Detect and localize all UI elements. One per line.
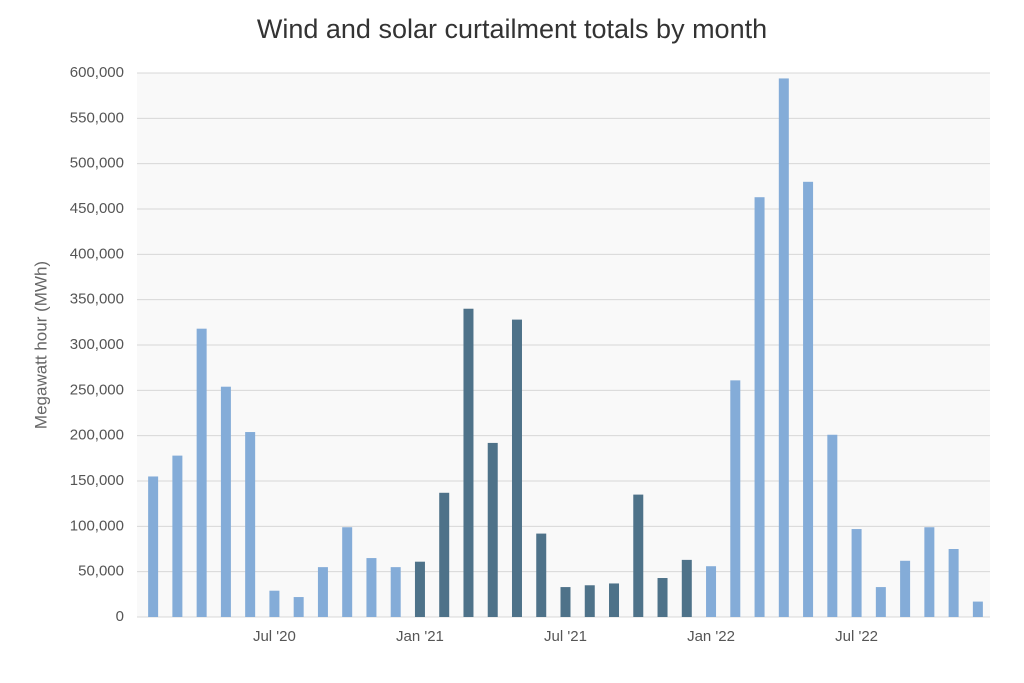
bar xyxy=(414,561,425,617)
bar xyxy=(317,567,328,617)
y-tick-label: 350,000 xyxy=(70,291,124,308)
y-tick-label: 100,000 xyxy=(70,517,124,534)
y-tick-label: 50,000 xyxy=(78,563,124,580)
bar xyxy=(148,476,159,617)
bar xyxy=(827,434,838,617)
bar xyxy=(948,549,959,617)
bar xyxy=(706,566,717,617)
y-tick-label: 250,000 xyxy=(70,381,124,398)
y-tick-label: 150,000 xyxy=(70,472,124,489)
bar xyxy=(924,527,935,617)
bar xyxy=(439,492,450,617)
x-tick-label: Jul '20 xyxy=(253,628,296,645)
bar xyxy=(245,432,256,617)
bar xyxy=(778,78,789,617)
bar xyxy=(633,494,644,617)
bar xyxy=(220,386,231,617)
y-tick-label: 550,000 xyxy=(70,109,124,126)
chart-title: Wind and solar curtailment totals by mon… xyxy=(257,14,767,44)
y-tick-label: 300,000 xyxy=(70,336,124,353)
bar xyxy=(172,455,183,617)
bar xyxy=(390,567,401,617)
bar xyxy=(754,197,765,618)
bar xyxy=(730,380,741,617)
bar xyxy=(366,558,377,617)
y-tick-label: 400,000 xyxy=(70,245,124,262)
bar xyxy=(875,587,886,617)
bar xyxy=(511,319,522,617)
x-tick-label: Jul '22 xyxy=(835,628,878,645)
y-tick-label: 200,000 xyxy=(70,427,124,444)
y-axis-label: Megawatt hour (MWh) xyxy=(31,261,50,429)
bar xyxy=(657,578,668,617)
bar xyxy=(463,308,474,617)
y-tick-label: 450,000 xyxy=(70,200,124,217)
bar xyxy=(900,560,911,617)
bar xyxy=(584,585,595,617)
bar xyxy=(487,442,498,617)
bar xyxy=(803,181,814,618)
bar xyxy=(560,587,571,617)
y-tick-label: 0 xyxy=(116,608,124,625)
y-tick-label: 600,000 xyxy=(70,64,124,81)
y-tick-label: 500,000 xyxy=(70,155,124,172)
bar xyxy=(851,529,862,617)
bar xyxy=(972,601,983,617)
bar xyxy=(536,533,547,617)
bar xyxy=(196,328,207,617)
x-tick-label: Jan '21 xyxy=(396,628,444,645)
bar xyxy=(269,590,280,617)
bar xyxy=(293,597,304,617)
x-tick-label: Jan '22 xyxy=(687,628,735,645)
x-tick-label: Jul '21 xyxy=(544,628,587,645)
bar xyxy=(609,583,620,617)
bar xyxy=(342,527,353,617)
bar xyxy=(681,559,692,617)
